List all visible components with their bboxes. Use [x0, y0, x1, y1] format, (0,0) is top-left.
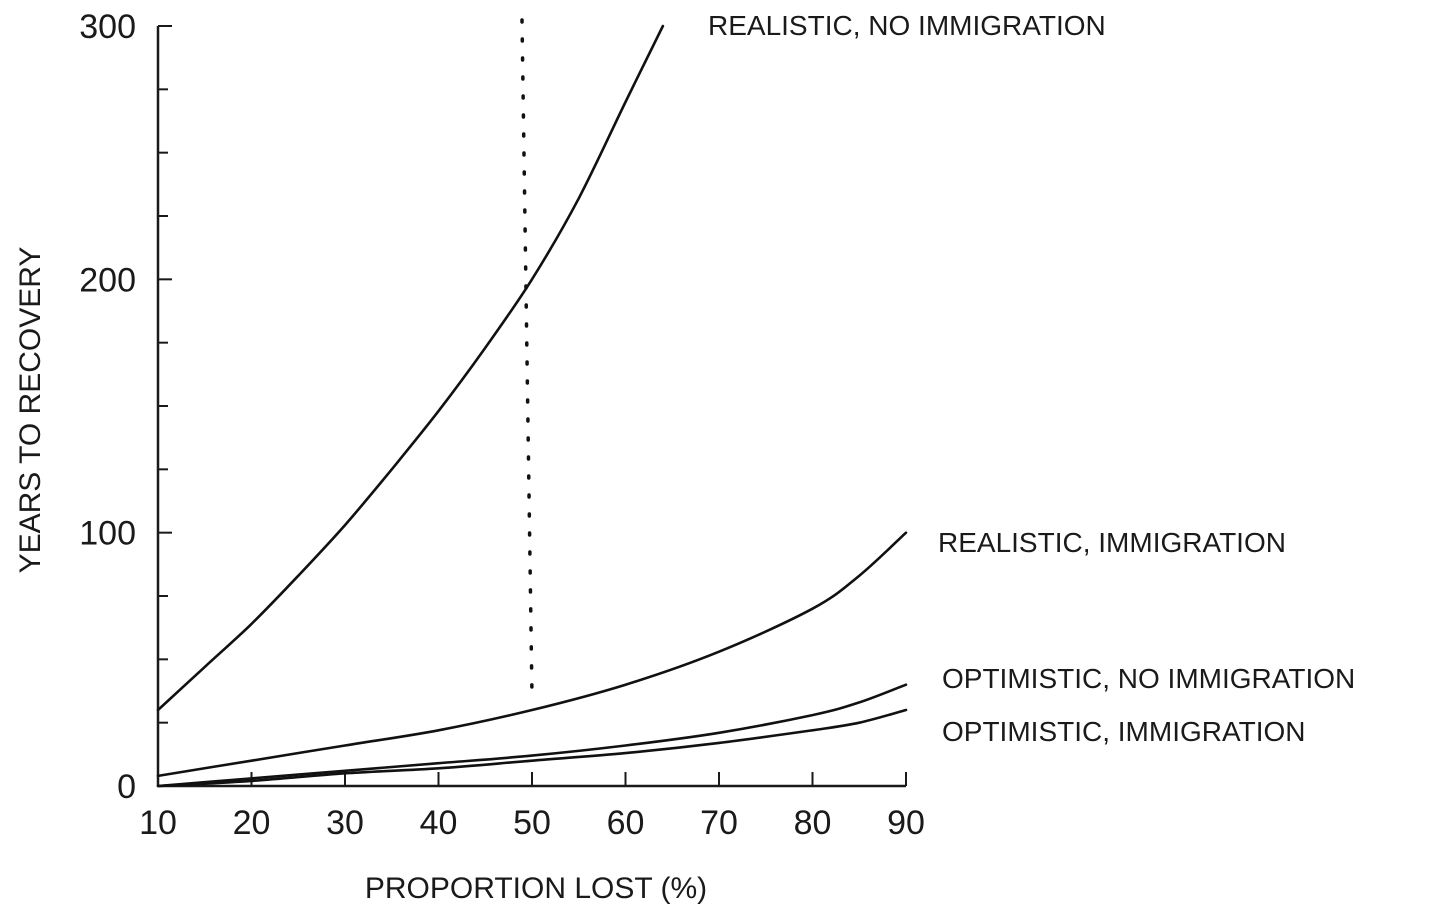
x-tick-label: 10	[139, 804, 177, 842]
x-tick-label: 90	[887, 804, 925, 842]
reference-line-x50	[520, 18, 534, 698]
x-axis-title: PROPORTION LOST (%)	[365, 872, 707, 905]
x-tick-label: 50	[513, 804, 551, 842]
x-tick-label: 40	[420, 804, 458, 842]
axes	[156, 26, 906, 788]
x-tick-label: 80	[794, 804, 832, 842]
x-tick-label: 30	[326, 804, 364, 842]
series-line-optimistic-no-immigration	[156, 683, 908, 788]
series-layer: REALISTIC, NO IMMIGRATION REALISTIC, IMMI…	[156, 10, 1355, 788]
x-tick-label: 20	[233, 804, 271, 842]
series-label-realistic-no-immigration: REALISTIC, NO IMMIGRATION	[708, 10, 1106, 41]
series-line-realistic-no-immigration	[156, 24, 665, 712]
y-tick-label: 100	[79, 515, 136, 553]
series-label-optimistic-immigration: OPTIMISTIC, IMMIGRATION	[942, 716, 1305, 747]
series-line-optimistic-immigration	[156, 708, 908, 788]
y-tick-label: 300	[79, 8, 136, 46]
y-tick-label: 0	[117, 768, 136, 806]
series-label-optimistic-no-immigration: OPTIMISTIC, NO IMMIGRATION	[942, 663, 1355, 694]
y-ticks: 0 100 200 300	[79, 8, 172, 806]
y-axis-title: YEARS TO RECOVERY	[14, 247, 47, 574]
series-line-realistic-immigration	[156, 531, 908, 778]
x-ticks: 10 20 30 40 50 60 70 80 90	[139, 772, 925, 842]
x-tick-label: 70	[700, 804, 738, 842]
x-tick-label: 60	[607, 804, 645, 842]
series-label-realistic-immigration: REALISTIC, IMMIGRATION	[938, 527, 1286, 558]
y-tick-label: 200	[79, 261, 136, 299]
